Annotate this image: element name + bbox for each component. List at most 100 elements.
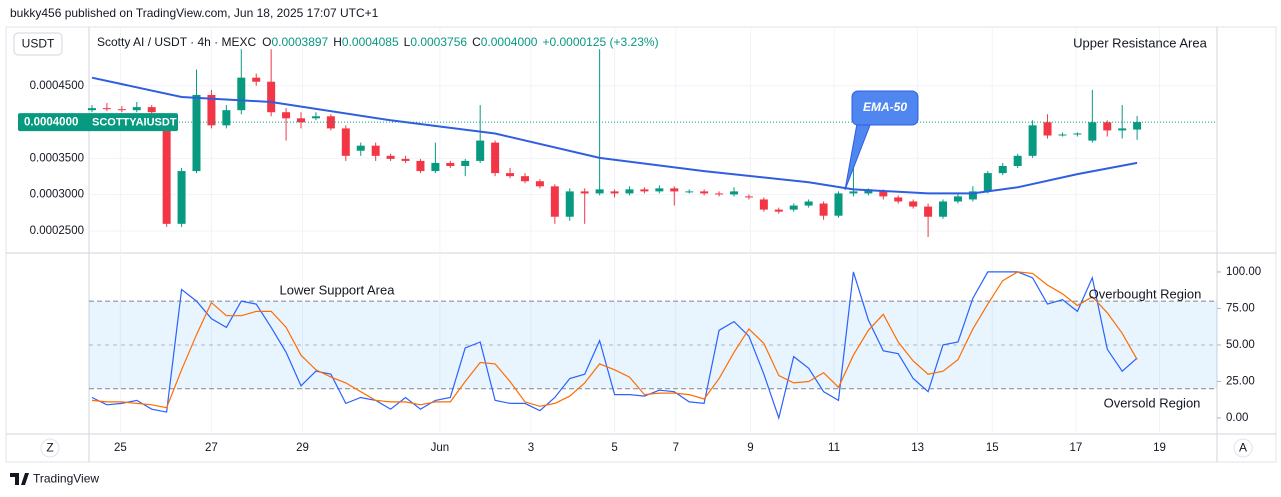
candle-body [998, 165, 1007, 174]
candle-body [282, 112, 291, 119]
brand-logo [10, 473, 29, 485]
candle-body [655, 188, 664, 192]
candle-body [580, 191, 589, 194]
candle-body [715, 193, 724, 195]
currency: USDT [22, 37, 55, 51]
candle-body [162, 128, 171, 224]
candle-body [1088, 122, 1097, 141]
legend-value: 0.0003756 [410, 35, 467, 49]
y-tick-label: 0.0002500 [30, 225, 84, 237]
candle-body [461, 160, 470, 166]
candle-body [520, 176, 529, 182]
candle-body [252, 77, 261, 82]
legend-value: 0.0004000 [481, 35, 538, 49]
candle-body [670, 188, 679, 192]
candle-body [939, 201, 948, 217]
ema-line [91, 76, 1138, 195]
currency-box[interactable] [13, 32, 63, 56]
legend-key: L [404, 35, 411, 49]
candle-body [222, 110, 231, 126]
candle-body [909, 201, 918, 207]
candle-body [1043, 122, 1052, 136]
candle-body [237, 77, 246, 111]
legend: Scotty AI / USDT · 4h · MEXC O0.0003897 H0… [97, 35, 659, 49]
x-tick-label: 29 [296, 442, 309, 454]
x-tick-label: 13 [911, 442, 924, 454]
series-line [91, 271, 1138, 409]
x-tick-label: 11 [828, 442, 840, 454]
y-tick-label: 0.0003000 [30, 189, 84, 201]
publisher: bukky456 published on TradingView.com, J… [10, 6, 379, 20]
candle-body [879, 191, 888, 197]
button-label: Z [46, 441, 53, 455]
candle-body [685, 191, 694, 193]
candle-body [595, 189, 604, 194]
annotation: Oversold Region [1104, 395, 1201, 410]
candle-body [819, 203, 828, 216]
x-tick-label: 27 [205, 442, 218, 454]
candle-body [700, 191, 709, 194]
candle-body [147, 107, 156, 113]
y-tick-label: 100.00 [1226, 266, 1261, 278]
y-tick-label: 50.00 [1226, 339, 1255, 351]
candle-body [789, 205, 798, 210]
last-price-symbol: SCOTTYAIUSDT [92, 116, 177, 128]
candle-body [610, 191, 619, 194]
candle-body [491, 142, 500, 174]
x-tick-label: 9 [747, 442, 753, 454]
candle-body [565, 191, 574, 217]
candle-body [297, 118, 306, 123]
legend-key: C [472, 35, 481, 49]
button[interactable] [1233, 438, 1253, 458]
candle-body [849, 191, 858, 194]
candle-body [744, 196, 753, 198]
legend-key: O [262, 35, 271, 49]
y-tick-label: 0.00 [1226, 412, 1248, 424]
brand: TradingView [33, 472, 99, 486]
candle-body [550, 186, 559, 217]
legend-value: 0.0004085 [342, 35, 399, 49]
candle-body [117, 109, 126, 111]
candle-body [834, 193, 843, 216]
x-tick-label: 7 [673, 442, 679, 454]
candle-body [1058, 134, 1067, 136]
candle-body [1028, 125, 1037, 156]
legend-change: +0.0000125 (+3.23%) [542, 35, 658, 49]
candle-body [386, 155, 395, 159]
legend-symbol: Scotty AI / USDT · 4h · MEXC [97, 35, 256, 49]
x-tick-label: 15 [986, 442, 999, 454]
candle-body [1103, 122, 1112, 131]
annotation: Upper Resistance Area [1073, 35, 1207, 50]
last-price-box [18, 113, 178, 132]
candle-body [476, 140, 485, 161]
candle-body [446, 162, 455, 166]
candle-body [924, 206, 933, 217]
candle-body [431, 162, 440, 172]
x-tick-label: 5 [611, 442, 617, 454]
x-tick-label: 19 [1153, 442, 1166, 454]
candle-body [729, 191, 738, 195]
button[interactable] [40, 438, 60, 458]
candle-body [87, 108, 96, 111]
candle-body [1013, 155, 1022, 166]
candle-body [1118, 128, 1127, 131]
x-tick-label: 17 [1070, 442, 1083, 454]
candle-body [640, 189, 649, 192]
y-tick-label: 0.0003500 [30, 152, 84, 164]
candle-body [759, 199, 768, 210]
candle-body [102, 108, 111, 110]
annotation: Lower Support Area [280, 282, 396, 297]
marks [87, 49, 1217, 421]
candle-body [132, 107, 141, 111]
candle-body [983, 173, 992, 192]
candle-body [1133, 122, 1142, 130]
callout-box [851, 90, 919, 126]
x-tick-label: Jun [431, 442, 450, 454]
candle-body [625, 189, 634, 194]
candle-body [207, 94, 216, 126]
legend-key: H [333, 35, 342, 49]
grid [89, 27, 1221, 433]
annotation: Overbought Region [1089, 286, 1202, 301]
y-tick-label: 0.0004500 [30, 80, 84, 92]
